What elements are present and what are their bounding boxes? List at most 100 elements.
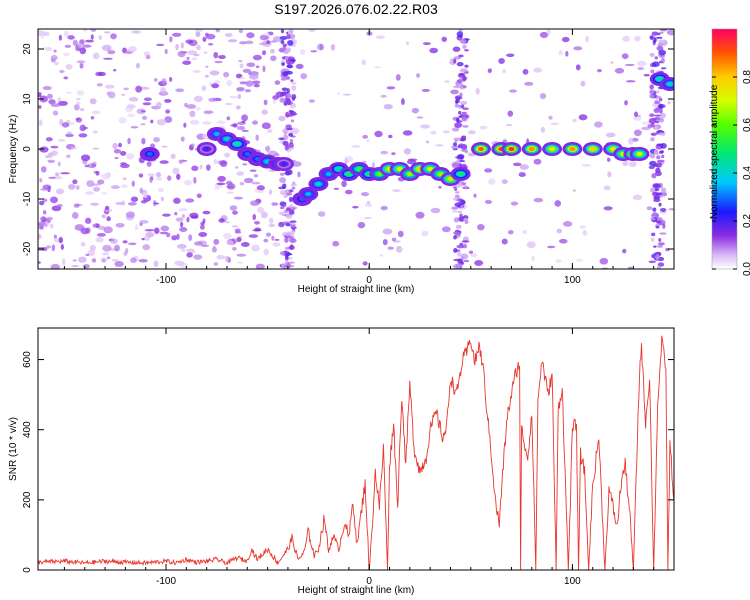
noise-speck: [421, 230, 429, 237]
ridge-point: [636, 152, 643, 156]
noise-speck: [307, 29, 317, 32]
noise-speck: [174, 260, 185, 266]
noise-speck: [130, 196, 139, 202]
noise-speck: [191, 57, 198, 61]
noise-speck: [95, 237, 104, 243]
noise-speck: [205, 65, 209, 68]
noise-speck: [199, 224, 205, 230]
noise-speck: [622, 35, 630, 42]
noise-speck: [223, 232, 232, 240]
noise-speck: [650, 217, 656, 221]
noise-speck: [236, 171, 245, 176]
noise-speck: [72, 179, 78, 185]
noise-speck: [171, 235, 178, 241]
noise-speck: [92, 147, 100, 150]
noise-speck: [50, 263, 60, 269]
noise-speck: [57, 138, 66, 142]
noise-speck: [90, 202, 99, 206]
noise-speck: [279, 206, 285, 210]
noise-speck: [659, 29, 668, 32]
noise-speck: [110, 238, 118, 244]
noise-speck: [668, 208, 674, 211]
noise-speck: [224, 152, 231, 158]
noise-speck: [127, 201, 137, 206]
noise-speck: [256, 206, 265, 213]
noise-speck: [290, 119, 295, 123]
ridge-point: [244, 152, 251, 156]
noise-speck: [558, 238, 568, 244]
noise-speck: [185, 39, 194, 44]
noise-speck: [279, 172, 285, 176]
noise-speck: [387, 246, 394, 250]
noise-speck: [202, 210, 211, 215]
noise-speck: [140, 123, 146, 126]
noise-speck: [291, 85, 297, 91]
noise-speck: [658, 103, 664, 110]
noise-speck: [284, 189, 290, 194]
noise-speck: [299, 49, 306, 55]
top-x-tick-label: 0: [366, 275, 372, 286]
noise-speck: [382, 228, 393, 235]
noise-speck: [388, 134, 393, 139]
noise-speck: [286, 262, 291, 269]
noise-speck: [287, 40, 294, 46]
noise-speck: [455, 80, 460, 86]
noise-speck: [162, 91, 169, 95]
noise-speck: [573, 46, 583, 51]
noise-speck: [456, 61, 464, 67]
colorbar-tick-label: 0.0: [742, 262, 750, 276]
noise-speck: [283, 131, 288, 138]
noise-speck: [217, 175, 226, 182]
noise-speck: [421, 88, 431, 92]
noise-speck: [453, 235, 457, 240]
noise-speck: [50, 103, 61, 108]
noise-speck: [287, 143, 294, 148]
noise-speck: [155, 172, 162, 178]
noise-speck: [458, 216, 465, 222]
noise-speck: [291, 186, 296, 190]
noise-speck: [225, 102, 233, 106]
noise-speck: [45, 137, 53, 142]
noise-speck: [291, 93, 297, 100]
ridge-point: [315, 182, 322, 186]
noise-speck: [65, 133, 74, 138]
noise-speck: [572, 118, 577, 123]
noise-speck: [205, 32, 209, 37]
noise-speck: [265, 232, 272, 237]
noise-speck: [628, 137, 634, 145]
noise-speck: [52, 176, 63, 180]
noise-speck: [169, 36, 173, 43]
noise-speck: [229, 205, 238, 211]
noise-speck: [459, 213, 463, 218]
noise-speck: [547, 245, 556, 249]
noise-speck: [38, 233, 42, 240]
noise-speck: [658, 238, 662, 242]
noise-speck: [138, 258, 148, 263]
noise-speck: [438, 185, 442, 189]
noise-speck: [110, 185, 120, 190]
noise-speck: [253, 83, 260, 88]
noise-speck: [375, 35, 386, 40]
noise-speck: [167, 175, 172, 181]
noise-speck: [282, 183, 287, 189]
noise-speck: [651, 191, 659, 197]
noise-speck: [282, 71, 289, 77]
noise-speck: [649, 94, 655, 99]
noise-speck: [462, 44, 467, 49]
ridge-point: [477, 147, 484, 151]
noise-speck: [634, 35, 641, 42]
noise-speck: [365, 202, 372, 208]
noise-speck: [255, 65, 260, 69]
noise-speck: [170, 153, 176, 160]
noise-speck: [383, 103, 393, 110]
ridge-point: [427, 167, 434, 171]
noise-speck: [207, 42, 214, 46]
noise-speck: [186, 252, 193, 258]
noise-speck: [244, 40, 254, 45]
bottom-x-tick-label: -100: [156, 576, 176, 587]
noise-speck: [164, 98, 172, 103]
noise-speck: [650, 137, 655, 142]
noise-speck: [223, 71, 230, 78]
noise-speck: [581, 163, 592, 167]
